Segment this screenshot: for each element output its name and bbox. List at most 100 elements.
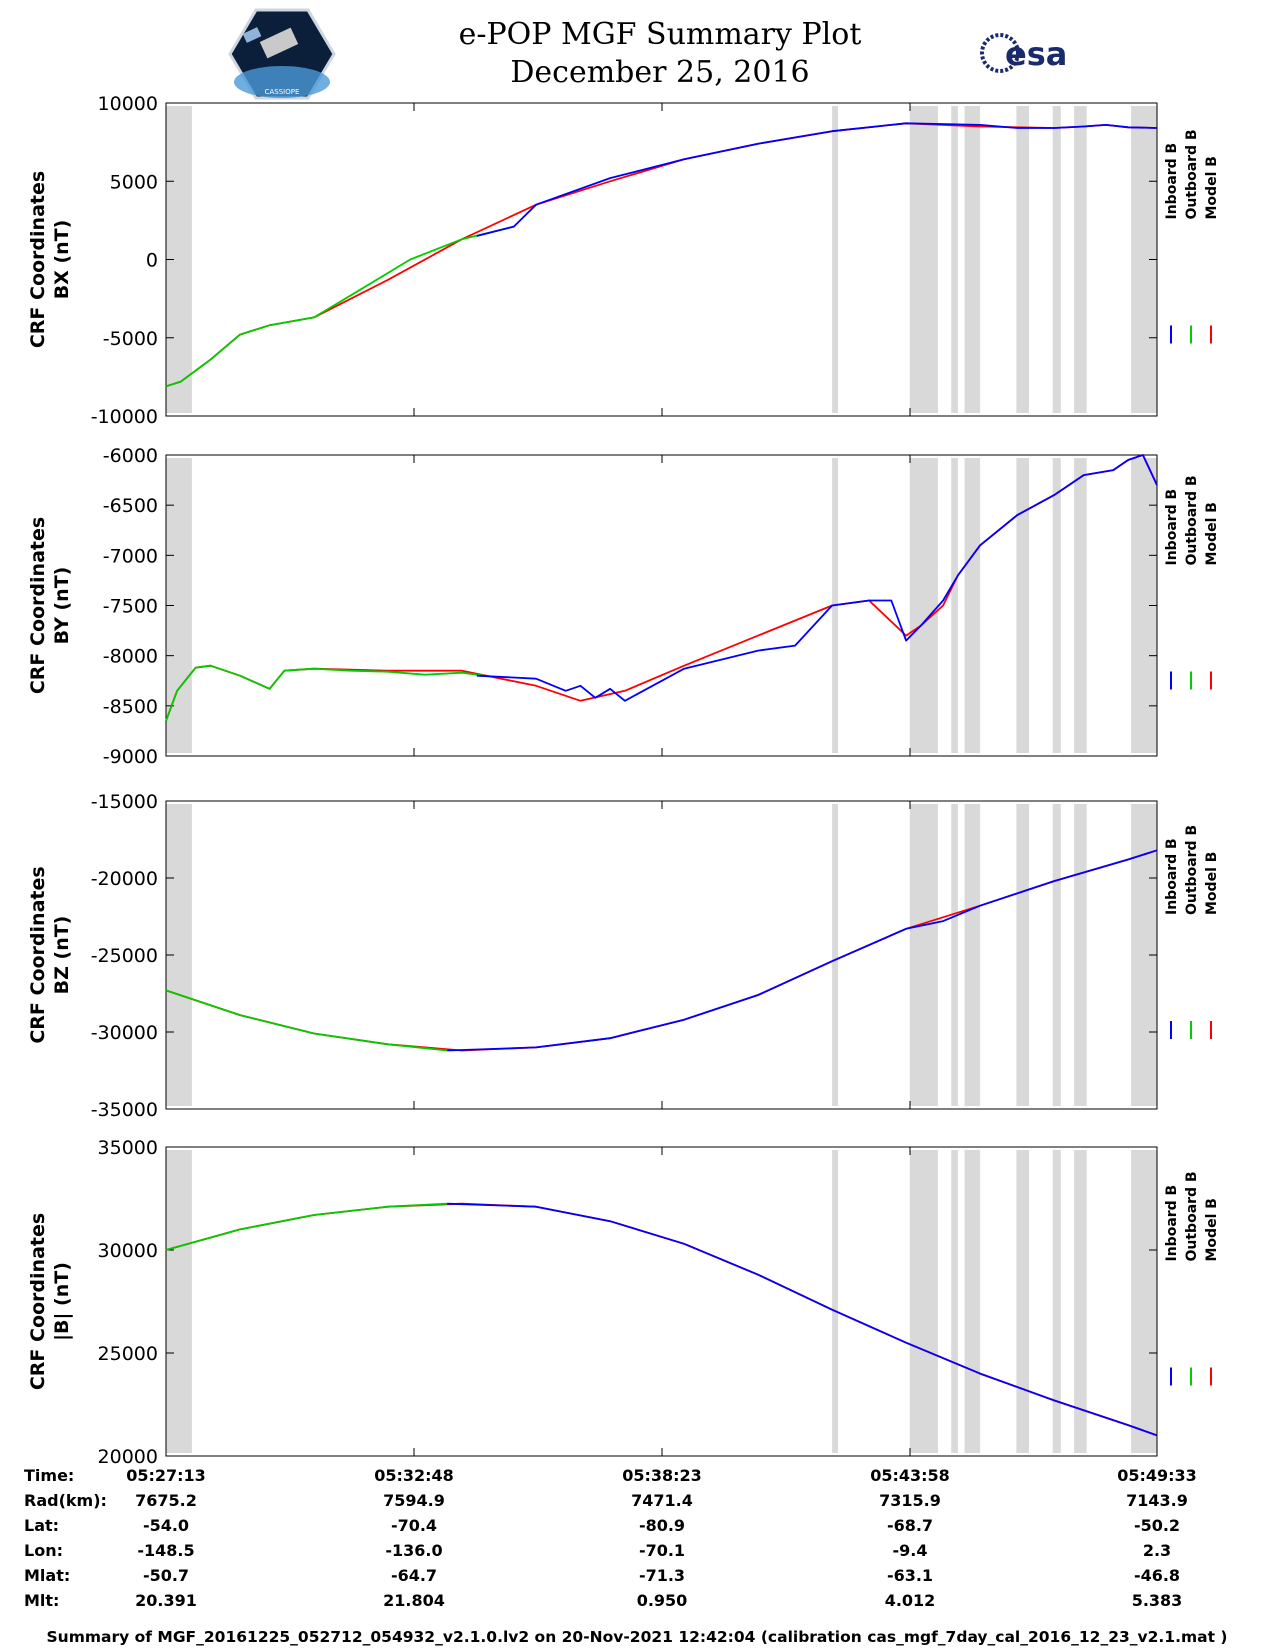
legend-label-model-b: Model B <box>1204 1198 1220 1261</box>
shaded-interval <box>909 458 938 753</box>
shaded-interval <box>964 458 981 753</box>
y-tick-label: -8000 <box>103 646 158 668</box>
esa-logo-text: esa <box>1005 35 1067 73</box>
y-axis-label: |B| (nT) <box>51 1262 73 1341</box>
y-tick-label: 20000 <box>98 1446 158 1468</box>
ephemeris-lat-value: -68.7 <box>887 1516 933 1535</box>
ephemeris-mlt-value: 4.012 <box>885 1591 936 1610</box>
y-tick-label: -30000 <box>91 1022 158 1044</box>
shaded-interval <box>1074 106 1087 413</box>
shaded-interval <box>1074 458 1087 753</box>
ephemeris-row-label: Lat: <box>24 1516 59 1535</box>
ephemeris-mlat-value: -71.3 <box>639 1566 685 1585</box>
ephemeris-mlt-value: 21.804 <box>383 1591 445 1610</box>
y-tick-label: 10000 <box>98 93 158 115</box>
legend-label-outboard-b: Outboard B <box>1184 129 1200 219</box>
shaded-interval <box>909 1150 938 1453</box>
y-axis-label: CRF Coordinates <box>27 171 49 348</box>
series-line-outboard-b <box>165 1202 448 1251</box>
ephemeris-mlt-value: 5.383 <box>1132 1591 1183 1610</box>
ephemeris-mlat-value: -63.1 <box>887 1566 933 1585</box>
y-tick-label: 25000 <box>98 1343 158 1365</box>
panel-3: -15000 -20000 -25000 -30000 -35000 CRF Coordi… <box>27 791 1220 1121</box>
ephemeris-row-label: Mlat: <box>24 1566 70 1585</box>
ephemeris-rad-value: 7471.4 <box>631 1491 693 1510</box>
shaded-interval <box>1016 804 1029 1106</box>
y-tick-label: -8500 <box>103 696 158 718</box>
ephemeris-rad-value: 7143.9 <box>1126 1491 1188 1510</box>
cassiope-logo-text: CASSIOPE <box>265 88 300 96</box>
shaded-interval <box>832 106 839 413</box>
ephemeris-time-value: 05:38:23 <box>622 1466 702 1485</box>
ephemeris-time-value: 05:49:33 <box>1117 1466 1197 1485</box>
ephemeris-lon-value: -9.4 <box>893 1541 928 1560</box>
series-line-inboard-b <box>476 122 1158 237</box>
panel-4: 35000 30000 25000 20000 CRF Coordinates |B| (… <box>27 1137 1220 1468</box>
ephemeris-rad-value: 7594.9 <box>383 1491 445 1510</box>
shaded-interval <box>964 106 981 413</box>
series-line-outboard-b <box>165 225 515 388</box>
y-axis-label: CRF Coordinates <box>27 1213 49 1390</box>
ephemeris-time-value: 05:32:48 <box>374 1466 454 1485</box>
legend-label-outboard-b: Outboard B <box>1184 825 1200 915</box>
ephemeris-lon-value: -136.0 <box>385 1541 442 1560</box>
ephemeris-row-label: Lon: <box>24 1541 63 1560</box>
ephemeris-mlat-value: -46.8 <box>1134 1566 1180 1585</box>
legend-label-inboard-b: Inboard B <box>1164 838 1180 915</box>
y-tick-label: -20000 <box>91 868 158 890</box>
shaded-interval <box>1052 804 1061 1106</box>
shaded-interval <box>1052 1150 1061 1453</box>
series-line-inboard-b <box>476 454 1158 702</box>
ephemeris-lon-value: -148.5 <box>137 1541 194 1560</box>
y-axis-label: BX (nT) <box>51 220 73 300</box>
shaded-interval <box>832 1150 839 1453</box>
y-tick-label: -35000 <box>91 1099 158 1121</box>
esa-logo: esa <box>980 33 1067 73</box>
y-tick-label: -10000 <box>91 406 158 428</box>
y-tick-label: 0 <box>146 250 158 272</box>
legend-label-model-b: Model B <box>1204 852 1220 915</box>
ephemeris-row-label: Time: <box>24 1466 74 1485</box>
ephemeris-mlt-value: 20.391 <box>135 1591 197 1610</box>
plot-frame <box>165 1146 1158 1457</box>
y-tick-label: -15000 <box>91 791 158 813</box>
plot-frame <box>165 102 1158 417</box>
y-tick-label: -7500 <box>103 596 158 618</box>
shaded-interval <box>951 1150 958 1453</box>
series-line-inboard-b <box>447 849 1158 1052</box>
footer-caption: Summary of MGF_20161225_052712_054932_v2… <box>47 1628 1228 1646</box>
shaded-interval <box>909 106 938 413</box>
y-tick-label: -9000 <box>103 746 158 768</box>
figure-title: e-POP MGF Summary Plot <box>459 17 862 52</box>
shaded-interval <box>1052 106 1061 413</box>
ephemeris-lon-value: -70.1 <box>639 1541 685 1560</box>
y-tick-label: 35000 <box>98 1137 158 1159</box>
series-line-model-b <box>165 1202 1158 1437</box>
shaded-interval <box>166 1150 192 1453</box>
plot-frame <box>165 454 1158 757</box>
series-line-inboard-b <box>447 1202 1158 1437</box>
shaded-interval <box>1074 804 1087 1106</box>
ephemeris-mlt-value: 0.950 <box>637 1591 688 1610</box>
ephemeris-time-value: 05:43:58 <box>870 1466 950 1485</box>
ephemeris-lat-value: -70.4 <box>391 1516 437 1535</box>
cassiope-logo: CASSIOPE <box>228 8 336 100</box>
legend-label-outboard-b: Outboard B <box>1184 1171 1200 1261</box>
ephemeris-row-label: Rad(km): <box>24 1491 107 1510</box>
y-tick-label: 5000 <box>110 171 158 193</box>
y-axis-label: CRF Coordinates <box>27 517 49 694</box>
shaded-interval <box>1016 458 1029 753</box>
figure-date: December 25, 2016 <box>510 55 809 90</box>
series-line-outboard-b <box>165 664 485 722</box>
shaded-interval <box>964 804 981 1106</box>
plot-frame <box>165 800 1158 1110</box>
ephemeris-lon-value: 2.3 <box>1143 1541 1171 1560</box>
shaded-interval <box>951 804 958 1106</box>
series-line-model-b <box>165 849 1158 1052</box>
legend-label-model-b: Model B <box>1204 502 1220 565</box>
shaded-interval <box>832 804 839 1106</box>
y-tick-label: -6500 <box>103 495 158 517</box>
ephemeris-row-label: Mlt: <box>24 1591 59 1610</box>
legend-label-inboard-b: Inboard B <box>1164 143 1180 220</box>
